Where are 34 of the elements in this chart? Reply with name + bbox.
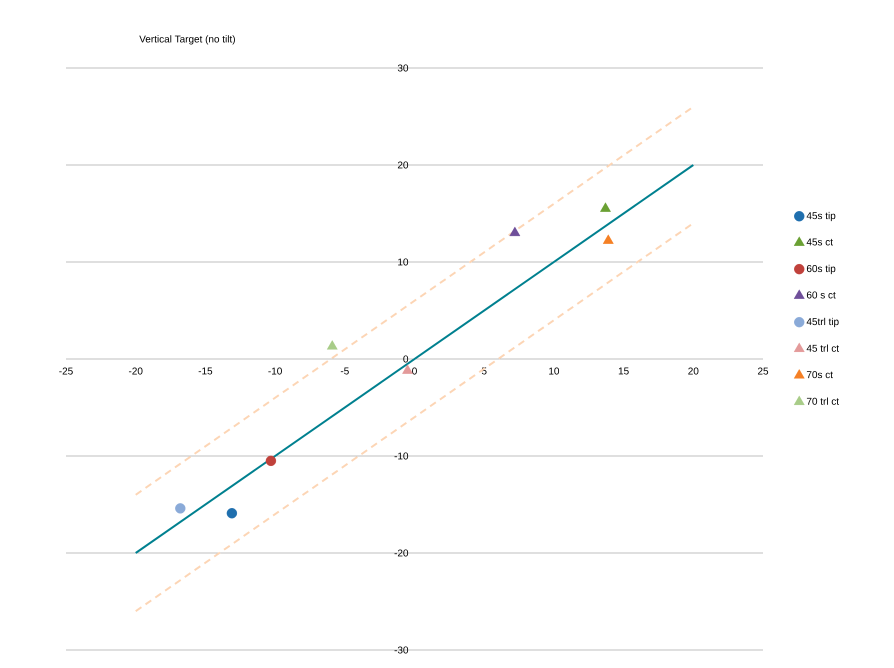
x-tick-label: -10 (268, 368, 282, 375)
y-tick-label: -30 (394, 646, 408, 654)
y-tick-label: 30 (398, 64, 408, 72)
legend-label: 45 trl ct (806, 344, 840, 352)
x-tick-label: 20 (688, 368, 698, 375)
legend-label: 45s ct (806, 238, 833, 246)
legend-label: 60s tip (806, 264, 836, 274)
legend-label: 45s tip (806, 212, 836, 222)
x-tick-label: 0 (412, 368, 417, 375)
chart-title: Vertical Target (no tilt) (139, 35, 235, 44)
point (600, 202, 611, 212)
legend-label: 70s ct (806, 371, 833, 378)
y-tick-label: -10 (394, 452, 408, 460)
x-tick-label: -15 (198, 368, 212, 374)
y-tick-label: 0 (403, 355, 408, 363)
point (509, 226, 520, 236)
y-tick-label: 10 (398, 258, 408, 266)
legend-label: 45trl tip (806, 318, 839, 328)
y-tick-label: -20 (394, 549, 408, 557)
x-tick-label: 15 (618, 368, 629, 374)
point (326, 340, 338, 350)
point (402, 364, 413, 374)
point (602, 234, 614, 244)
point (266, 456, 276, 466)
x-tick-label: -25 (59, 368, 73, 375)
x-tick-label: -20 (128, 368, 143, 375)
y-tick-label: 20 (398, 161, 408, 169)
point (175, 503, 186, 514)
x-tick-label: 10 (549, 368, 560, 375)
x-tick-label: 25 (758, 368, 768, 375)
point (226, 508, 238, 518)
legend-label: 70 trl ct (806, 398, 840, 405)
x-tick-label: -5 (340, 368, 349, 374)
legend-label: 60 s ct (806, 291, 836, 298)
